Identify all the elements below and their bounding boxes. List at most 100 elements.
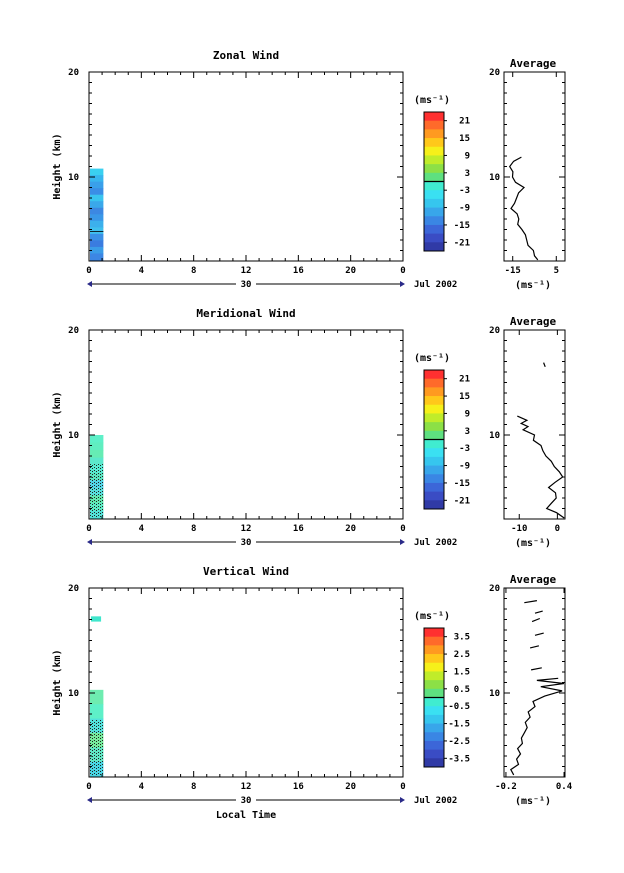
date-axis-right-arrow [400,797,405,803]
colorbar-tick-label: -21 [454,496,470,506]
colorbar-segment [424,207,444,217]
colorbar-segment [424,422,444,432]
date-axis-right-arrow [400,539,405,545]
colorbar-segment [424,216,444,226]
x-tick-label: 20 [345,782,356,792]
colorbar-segment [424,430,444,440]
x-tick-label: 8 [191,266,196,276]
panel-2: Meridional Wind 0 4 8 12 16 20 0 20 10 Height (km)… [51,307,566,549]
colorbar-tick-label: 3.5 [454,633,470,643]
colorbar-segment [424,697,444,707]
colorbar-tick-label: -9 [459,462,470,472]
colorbar-segment [424,138,444,148]
x-tick-label: 4 [139,782,145,792]
colorbar-unit: (ms⁻¹) [414,611,450,622]
colorbar-segment [424,396,444,406]
colorbar-segment [424,129,444,139]
x-tick-label: 16 [293,266,304,276]
average-y-tick-label: 20 [489,584,500,594]
colorbar-segment [424,378,444,388]
month-label: Jul 2002 [414,280,457,290]
date-axis-right-arrow [400,281,405,287]
chart-title: Zonal Wind [213,49,279,62]
x-tick-label: 12 [241,266,252,276]
colorbar-segment [424,404,444,414]
colorbar-segment [424,190,444,200]
colorbar-tick-label: -3 [459,186,470,196]
colorbar-segment [424,181,444,191]
colorbar-segment [424,714,444,724]
colorbar-tick-label: -3 [459,444,470,454]
data-cell [90,704,104,720]
colorbar-segment [424,233,444,243]
data-cell [90,181,104,189]
y-axis-label: Height (km) [51,391,63,457]
x-tick-label: 8 [191,524,196,534]
colorbar-tick-label: -2.5 [448,737,470,747]
data-cell [90,435,104,444]
colorbar-segment [424,680,444,690]
x-tick-label: 0 [400,782,405,792]
average-profile-line [517,415,565,519]
x-tick-label: 4 [139,266,145,276]
colorbar-segment [424,500,444,510]
colorbar-tick-label: -9 [459,204,470,214]
colorbar-segment [424,491,444,501]
colorbar-tick-label: -3.5 [448,754,470,764]
data-speckle [90,464,104,518]
average-profile-fragment [524,600,537,604]
plot-frame [88,329,404,520]
colorbar-segment [424,758,444,768]
y-tick-label: 10 [68,173,79,183]
x-tick-label: 12 [241,782,252,792]
average-profile-fragment [530,667,542,671]
colorbar-tick-label: -15 [454,479,470,489]
average-x-tick-label: -15 [505,266,521,276]
average-frame [503,71,566,262]
plot-frame [88,71,404,262]
colorbar-segment [424,112,444,122]
data-speckle [90,720,104,776]
average-x-label: (ms⁻¹) [515,280,551,291]
average-x-tick-label: -10 [511,524,527,534]
average-frame [503,329,566,520]
colorbar-tick-label: -21 [454,238,470,248]
y-tick-label: 10 [68,689,79,699]
colorbar-unit: (ms⁻¹) [414,95,450,106]
x-tick-label: 20 [345,524,356,534]
colorbar-segment [424,662,444,672]
y-axis-label: Height (km) [51,133,63,199]
average-profile-line [510,677,565,776]
chart-title: Vertical Wind [203,565,289,578]
colorbar-tick-label: 21 [459,117,470,127]
date-axis-left-arrow [87,539,92,545]
plot-frame [88,587,404,778]
colorbar-tick-label: 2.5 [454,650,470,660]
date-label: 30 [241,538,252,548]
colorbar-tick-label: -0.5 [448,702,470,712]
y-tick-label: 20 [68,68,79,78]
colorbar-segment [424,706,444,716]
colorbar-segment [424,242,444,252]
data-cell [90,175,104,183]
panel-3: Vertical Wind 0 4 8 12 16 20 0 20 10 Height (km) 30… [51,565,573,821]
date-label-bg [236,795,256,805]
colorbar-segment [424,749,444,759]
colorbar-segment [424,628,444,638]
colorbar-tick-label: -1.5 [448,720,470,730]
colorbar-segment [424,155,444,165]
average-profile-line [508,156,539,261]
colorbar-segment [424,413,444,423]
y-tick-label: 20 [68,326,79,336]
data-cell [90,227,104,235]
colorbar-tick-label: 0.5 [454,685,470,695]
colorbar-segment [424,740,444,751]
average-x-label: (ms⁻¹) [515,538,551,549]
colorbar-tick-label: 9 [465,409,470,419]
x-tick-label: 0 [400,266,405,276]
colorbar-segment [424,671,444,681]
data-cell [90,240,104,248]
average-profile-fragment [543,362,546,368]
date-label: 30 [241,280,252,290]
colorbar-unit: (ms⁻¹) [414,353,450,364]
